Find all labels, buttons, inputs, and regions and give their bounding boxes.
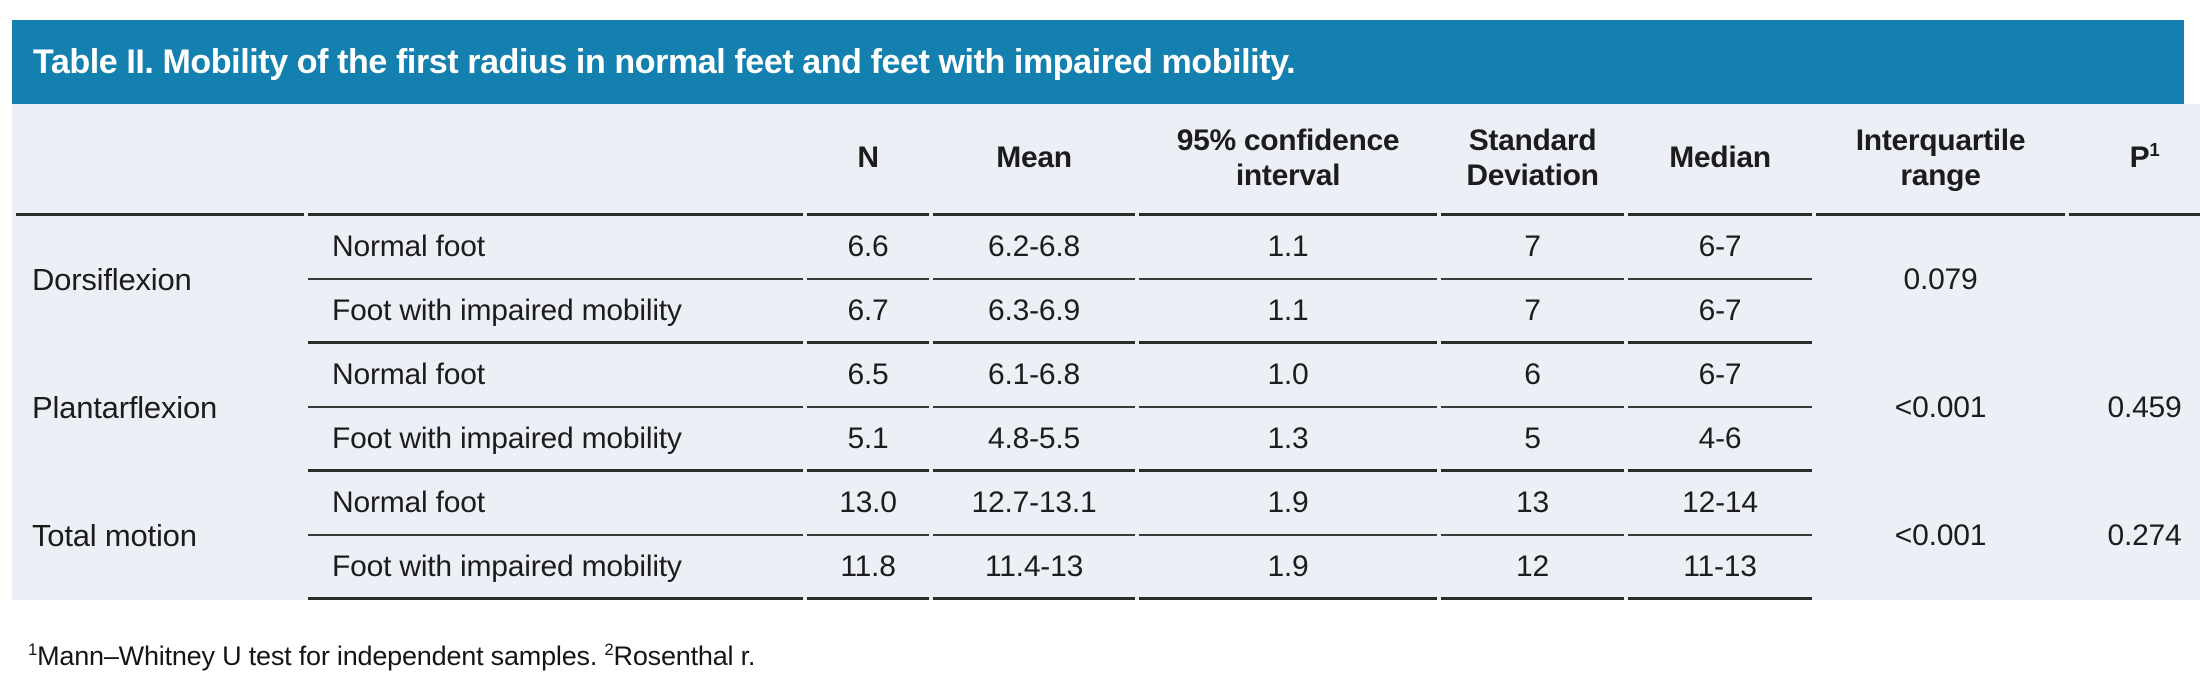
column-header-standard-deviation: Standard Deviation [1441,104,1624,216]
table-row: Dorsiflexion Normal foot 6.6 6.2-6.8 1.1… [16,216,2200,297]
p-footnote-mark: 1 [2149,139,2160,161]
n-cell: 6.5 [807,344,929,408]
mean-cell: 6.2-6.8 [933,216,1135,280]
sd-cell: 13 [1441,472,1624,536]
ci-cell: 1.1 [1139,280,1437,344]
condition-cell: Normal foot [308,216,803,280]
condition-cell: Normal foot [308,344,803,408]
footnote-mark-1: 1 [28,640,38,659]
column-header-confidence-interval: 95% confidence interval [1139,104,1437,216]
sd-cell: 7 [1441,216,1624,280]
mean-cell: 12.7-13.1 [933,472,1135,536]
n-cell: 6.7 [807,280,929,344]
column-header-group-spacer [16,104,304,216]
table-footnote: 1Mann–Whitney U test for independent sam… [28,641,755,672]
group-label-dorsiflexion: Dorsiflexion [32,262,192,297]
iqr-cell: 0.079 [1903,263,1978,296]
footnote-mark-2: 2 [604,640,614,659]
sd-cell: 5 [1441,408,1624,472]
n-cell: 13.0 [807,472,929,536]
n-cell: 11.8 [807,536,929,600]
ci-cell: 1.9 [1139,472,1437,536]
p-cell [2069,216,2200,344]
group-label-plantarflexion: Plantarflexion [32,390,218,425]
table-title: Table II. Mobility of the first radius i… [33,42,1296,81]
iqr-cell: <0.001 [1894,391,1987,424]
group-label-total-motion: Total motion [32,518,197,553]
column-header-condition-spacer [308,104,803,216]
median-cell: 6-7 [1628,216,1812,280]
mean-cell: 6.1-6.8 [933,344,1135,408]
column-header-n: N [807,104,929,216]
table-figure: Table II. Mobility of the first radius i… [12,20,2200,600]
footnote-text-2: Rosenthal r. [613,641,756,671]
footnote-text-1: Mann–Whitney U test for independent samp… [37,641,605,671]
median-cell: 11-13 [1628,536,1812,600]
p-cell: 0.274 [2107,519,2182,552]
data-table: N Mean 95% confidence interval Standard … [12,104,2200,600]
ci-cell: 1.1 [1139,216,1437,280]
iqr-cell: <0.001 [1894,519,1987,552]
n-cell: 6.6 [807,216,929,280]
p-cell: 0.459 [2107,391,2182,424]
column-header-p: P1 [2069,104,2200,216]
mean-cell: 4.8-5.5 [933,408,1135,472]
table-row: Foot with impaired mobility 5.1 4.8-5.5 … [16,408,2200,472]
table-row: Plantarflexion Normal foot 6.5 6.1-6.8 1… [16,344,2200,425]
n-cell: 5.1 [807,408,929,472]
median-cell: 6-7 [1628,280,1812,344]
condition-cell: Foot with impaired mobility [308,280,803,344]
median-cell: 4-6 [1628,408,1812,472]
condition-cell: Normal foot [308,472,803,536]
median-cell: 12-14 [1628,472,1812,536]
sd-cell: 12 [1441,536,1624,600]
condition-cell: Foot with impaired mobility [308,536,803,600]
column-header-median: Median [1628,104,1812,216]
table-row: Total motion Normal foot 13.0 12.7-13.1 … [16,472,2200,553]
table-row: Foot with impaired mobility 11.8 11.4-13… [16,536,2200,600]
column-header-interquartile-range: Interquartile range [1816,104,2065,216]
sd-cell: 6 [1441,344,1624,408]
condition-cell: Foot with impaired mobility [308,408,803,472]
mean-cell: 6.3-6.9 [933,280,1135,344]
table-title-bar: Table II. Mobility of the first radius i… [12,20,2184,104]
header-row: N Mean 95% confidence interval Standard … [16,104,2200,216]
ci-cell: 1.0 [1139,344,1437,408]
column-header-mean: Mean [933,104,1135,216]
p-label: P [2129,141,2150,175]
ci-cell: 1.9 [1139,536,1437,600]
sd-cell: 7 [1441,280,1624,344]
ci-cell: 1.3 [1139,408,1437,472]
median-cell: 6-7 [1628,344,1812,408]
mean-cell: 11.4-13 [933,536,1135,600]
table-row: Foot with impaired mobility 6.7 6.3-6.9 … [16,280,2200,344]
